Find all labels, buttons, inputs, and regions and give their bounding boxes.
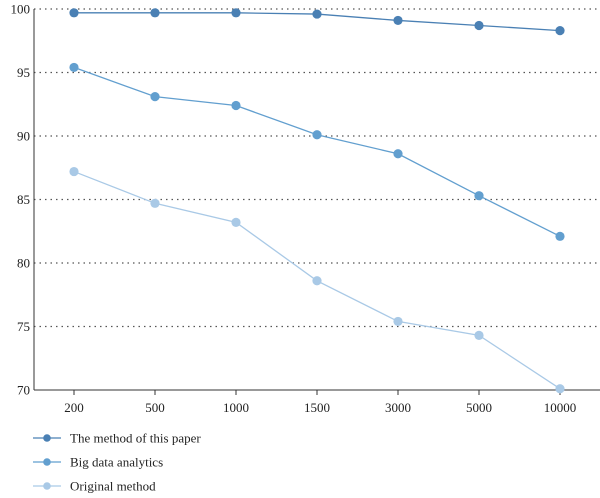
series-line	[74, 67, 560, 236]
data-point	[69, 8, 78, 17]
data-point	[555, 26, 564, 35]
data-point	[393, 317, 402, 326]
legend-label: The method of this paper	[70, 431, 201, 446]
axes: 70 75 80 85 90 95 100 200 500 1000 1500 3000 5000 100…	[11, 2, 600, 416]
data-point	[150, 92, 159, 101]
y-tick-label: 80	[17, 256, 30, 271]
series	[69, 8, 564, 393]
x-tick-label: 200	[64, 400, 84, 415]
x-tick-label: 1500	[304, 400, 330, 415]
x-tick-label: 500	[145, 400, 165, 415]
data-point	[231, 8, 240, 17]
series-1	[69, 8, 564, 35]
y-tick-label: 70	[17, 383, 30, 398]
x-tick-label: 10000	[544, 400, 577, 415]
legend-marker	[43, 482, 51, 490]
legend-label: Original method	[70, 479, 156, 494]
x-tick-label: 3000	[385, 400, 411, 415]
legend-item: The method of this paper	[33, 431, 201, 446]
data-point	[69, 167, 78, 176]
data-point	[393, 149, 402, 158]
y-tick-label: 90	[17, 129, 30, 144]
legend-label: Big data analytics	[70, 455, 163, 470]
legend-marker	[43, 458, 51, 466]
x-tick-label: 1000	[223, 400, 249, 415]
series-2	[69, 63, 564, 241]
data-point	[474, 331, 483, 340]
data-point	[69, 63, 78, 72]
y-tick-label: 95	[17, 65, 30, 80]
data-point	[393, 16, 402, 25]
y-tick-label: 100	[11, 2, 31, 17]
data-point	[474, 21, 483, 30]
data-point	[312, 9, 321, 18]
data-point	[231, 218, 240, 227]
data-point	[312, 276, 321, 285]
data-point	[312, 130, 321, 139]
data-point	[150, 8, 159, 17]
legend-item: Original method	[33, 479, 156, 494]
y-tick-label: 85	[17, 192, 30, 207]
y-tick-label: 75	[17, 319, 30, 334]
legend-item: Big data analytics	[33, 455, 163, 470]
data-point	[555, 384, 564, 393]
data-point	[150, 199, 159, 208]
data-point	[555, 232, 564, 241]
legend-marker	[43, 434, 51, 442]
x-tick-label: 5000	[466, 400, 492, 415]
data-point	[231, 101, 240, 110]
data-point	[474, 191, 483, 200]
legend: The method of this paper Big data analyti…	[33, 431, 201, 494]
